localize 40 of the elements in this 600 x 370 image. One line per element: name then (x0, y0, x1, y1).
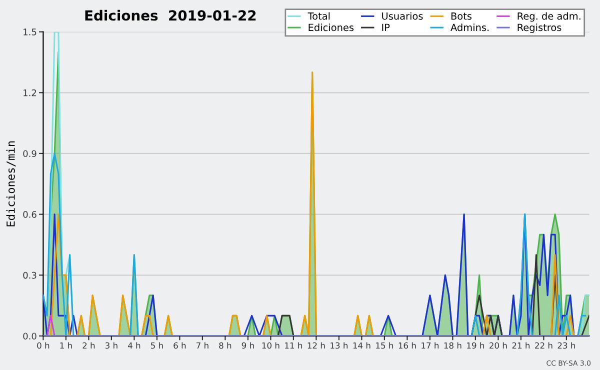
x-tick-label: 9 h (242, 342, 254, 349)
x-tick-label: 5 h (150, 342, 163, 349)
x-tick-label: 7 h (196, 342, 208, 349)
y-tick-label: 0.9 (23, 150, 36, 158)
x-tick-label: 16 h (398, 342, 416, 349)
legend-label: Usuarios (382, 12, 423, 20)
x-tick-label: 21 h (512, 342, 530, 349)
legend-label: Total (308, 12, 330, 20)
x-tick-label: 22 h (535, 342, 552, 349)
x-tick-label: 4 h (128, 342, 140, 349)
x-tick-label: 14 h (353, 342, 370, 349)
legend-label: Bots (451, 12, 472, 20)
y-tick-label: 0.6 (23, 211, 36, 218)
legend-label: Ediciones (308, 24, 354, 32)
x-tick-label: 20 h (490, 342, 507, 349)
legend-label: Registros (518, 24, 562, 33)
x-tick-label: 1 h (60, 342, 72, 349)
x-tick-label: 8 h (219, 342, 232, 349)
x-tick-label: 19 h (467, 342, 484, 349)
y-tick-label: 0.0 (23, 332, 36, 340)
x-tick-label: 13 h (330, 342, 348, 349)
y-tick-label: 1.5 (24, 28, 36, 36)
x-tick-label: 10 h (262, 342, 280, 349)
legend-label: IP (382, 24, 390, 31)
x-tick-label: 11 h (285, 342, 302, 349)
x-tick-label: 0 h (37, 342, 50, 349)
x-tick-label: 3 h (105, 342, 118, 349)
x-tick-label: 15 h (376, 342, 394, 349)
y-axis-title: Ediciones/min (6, 141, 16, 226)
x-tick-label: 23 h (558, 342, 576, 349)
y-tick-label: 0.3 (23, 272, 36, 279)
x-tick-label: 2 h (82, 342, 95, 349)
legend-label: Reg. de adm. (518, 12, 580, 22)
y-tick-label: 1.2 (24, 89, 36, 96)
legend-label: Admins. (450, 24, 489, 32)
x-tick-label: 18 h (444, 342, 462, 349)
x-tick-label: 17 h (422, 342, 439, 349)
chart-title: Ediciones 2019-01-22 (85, 10, 256, 21)
x-tick-label: 6 h (174, 342, 186, 349)
x-tick-label: 12 h (308, 342, 325, 349)
